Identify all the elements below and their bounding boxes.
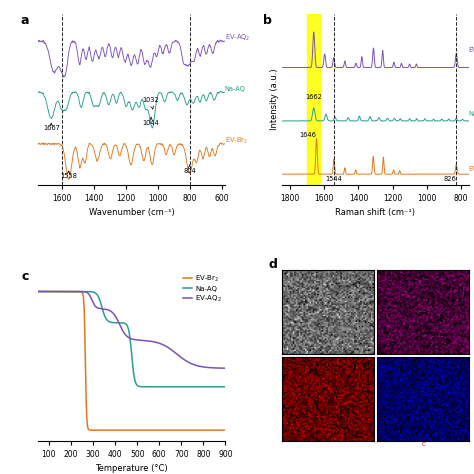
Na-AQ	[115, 320, 121, 326]
X-axis label: Wavenumber (cm⁻¹): Wavenumber (cm⁻¹)	[89, 209, 174, 218]
Text: EV-: EV-	[468, 47, 474, 53]
EV-Br$_2$	[35, 289, 41, 294]
Text: EV-AQ$_2$: EV-AQ$_2$	[225, 33, 250, 43]
Na-AQ	[223, 384, 228, 390]
Na-AQ	[35, 289, 41, 294]
EV-AQ$_2$	[223, 365, 228, 371]
Text: Na-: Na-	[468, 111, 474, 117]
Na-AQ	[219, 384, 225, 390]
Na-AQ	[107, 319, 113, 325]
X-axis label: MIX: MIX	[323, 442, 333, 447]
EV-AQ$_2$	[68, 289, 73, 294]
EV-Br$_2$	[106, 428, 111, 433]
Line: Na-AQ: Na-AQ	[38, 292, 226, 387]
Text: 1662: 1662	[305, 94, 322, 100]
Text: c: c	[21, 270, 28, 283]
Text: 826: 826	[444, 175, 456, 182]
Na-AQ	[56, 289, 62, 294]
EV-AQ$_2$	[107, 308, 113, 313]
EV-Br$_2$	[115, 428, 121, 433]
Text: 804: 804	[183, 165, 196, 174]
EV-Br$_2$	[56, 289, 62, 294]
EV-AQ$_2$	[115, 318, 121, 324]
EV-Br$_2$	[219, 428, 225, 433]
Text: EV-: EV-	[468, 166, 474, 172]
Y-axis label: Intensity (a.u.): Intensity (a.u.)	[270, 69, 279, 130]
EV-AQ$_2$	[35, 289, 41, 294]
EV-Br$_2$	[107, 428, 113, 433]
Line: EV-Br$_2$: EV-Br$_2$	[38, 292, 226, 430]
X-axis label: Raman shift (cm⁻¹): Raman shift (cm⁻¹)	[336, 209, 416, 218]
Line: EV-AQ$_2$: EV-AQ$_2$	[38, 292, 226, 368]
Text: a: a	[20, 14, 28, 27]
Na-AQ	[183, 384, 189, 390]
EV-AQ$_2$	[199, 364, 204, 370]
X-axis label: Temperature (°C): Temperature (°C)	[95, 465, 168, 474]
Text: 1667: 1667	[43, 123, 60, 131]
EV-AQ$_2$	[219, 365, 225, 371]
Text: 1558: 1558	[60, 171, 77, 179]
EV-Br$_2$	[68, 289, 73, 294]
Text: b: b	[264, 14, 273, 27]
EV-AQ$_2$	[56, 289, 62, 294]
Text: 1646: 1646	[300, 132, 317, 138]
Text: EV-Br$_2$: EV-Br$_2$	[225, 136, 247, 146]
Na-AQ	[199, 384, 204, 390]
Na-AQ	[68, 289, 73, 294]
Text: 1544: 1544	[326, 175, 342, 182]
EV-Br$_2$	[223, 428, 228, 433]
Text: d: d	[268, 258, 277, 271]
Text: 1032: 1032	[142, 97, 159, 109]
EV-Br$_2$	[199, 428, 204, 433]
Legend: EV-Br$_2$, Na-AQ, EV-AQ$_2$: EV-Br$_2$, Na-AQ, EV-AQ$_2$	[183, 273, 222, 303]
Text: 1044: 1044	[143, 117, 160, 126]
Text: Na-AQ: Na-AQ	[225, 86, 246, 92]
Bar	[307, 14, 320, 185]
X-axis label: C: C	[421, 442, 425, 447]
